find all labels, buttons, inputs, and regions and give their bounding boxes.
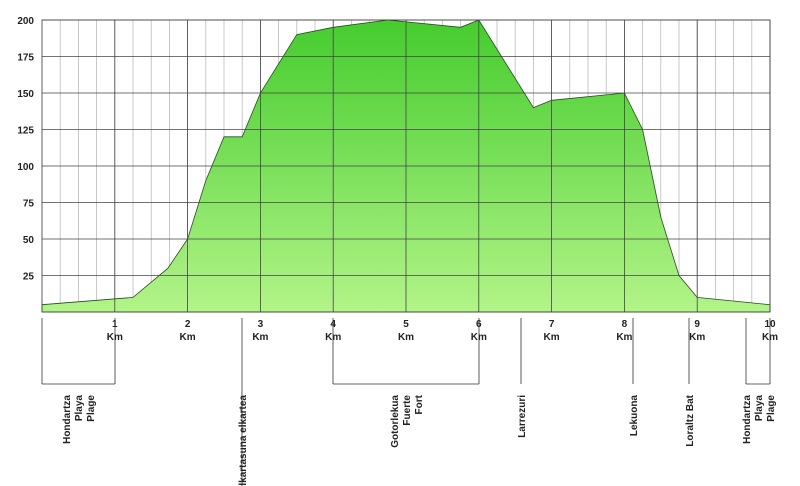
place-label: Plage — [86, 395, 97, 422]
x-tick-label: 4 — [330, 319, 336, 330]
x-unit-label: Km — [252, 332, 268, 343]
x-unit-label: Km — [616, 332, 632, 343]
x-tick-label: 2 — [185, 319, 191, 330]
place-label: Plage — [766, 395, 777, 422]
place-label: Fort — [414, 394, 425, 414]
x-tick-label: 5 — [403, 319, 409, 330]
y-tick-label: 125 — [17, 126, 34, 137]
place-label: Loraltz Bat — [685, 394, 696, 446]
place-label: Playa — [74, 395, 85, 422]
y-tick-label: 150 — [17, 89, 34, 100]
y-tick-label: 75 — [23, 199, 35, 210]
place-label: Fuerte — [402, 395, 413, 426]
plot-border — [41, 19, 771, 313]
place-label: Gotorlekua — [390, 395, 401, 448]
x-unit-label: Km — [689, 332, 705, 343]
x-unit-label: Km — [180, 332, 196, 343]
place-label: Playa — [754, 395, 765, 422]
x-unit-label: Km — [398, 332, 414, 343]
y-tick-label: 100 — [17, 162, 34, 173]
y-tick-label: 50 — [23, 235, 35, 246]
place-label: Hondartza — [62, 395, 73, 444]
x-tick-label: 3 — [258, 319, 264, 330]
x-tick-label: 9 — [694, 319, 700, 330]
x-tick-label: 8 — [622, 319, 628, 330]
y-tick-label: 200 — [17, 16, 34, 27]
y-tick-label: 175 — [17, 53, 34, 64]
place-label: Lekuona — [629, 395, 640, 437]
place-label: Hondartza — [742, 395, 753, 444]
x-unit-label: Km — [544, 332, 560, 343]
y-tick-label: 25 — [23, 272, 35, 283]
place-label: Larrezuri — [517, 395, 528, 438]
x-tick-label: 7 — [549, 319, 555, 330]
place-label: Alkartasuna elkartea — [238, 395, 249, 486]
